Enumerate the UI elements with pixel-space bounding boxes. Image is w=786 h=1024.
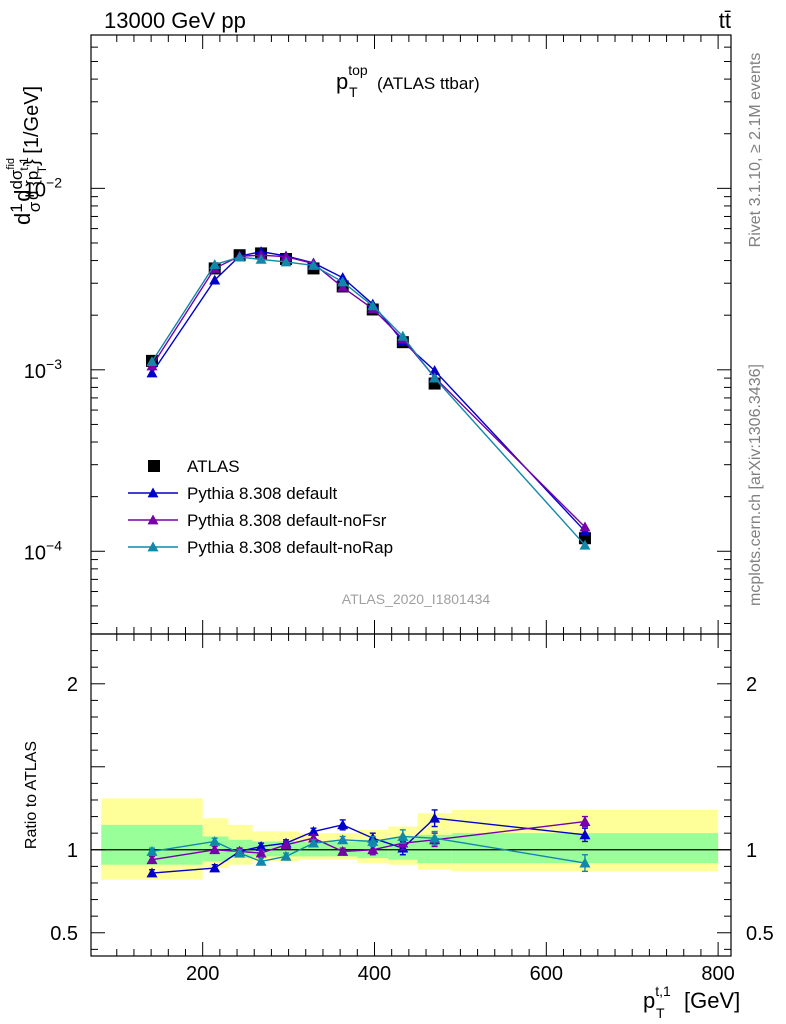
ratio-point-pythia-8-308-default-norap-7 <box>367 835 379 846</box>
ratio-point-pythia-8-308-default-10 <box>579 829 591 840</box>
main-y-tick-label-2: 10−4 <box>24 537 62 564</box>
ratio-uncertainty-bands <box>91 798 731 880</box>
legend: ATLAS Pythia 8.308 default Pythia 8.308 de… <box>128 457 393 557</box>
ratio-point-pythia-8-308-default-norap-8 <box>397 830 409 841</box>
x-tick-label-600: 600 <box>530 963 563 985</box>
main-title-rest: (ATLAS ttbar) <box>377 74 480 93</box>
x-tick-label-800: 800 <box>701 963 734 985</box>
ratio-point-pythia-8-308-default-nofsr-1 <box>209 844 221 855</box>
axes: 200 400 600 800 10−2 10−3 10−4 2 2 1 1 0.5 0.5 <box>24 34 774 985</box>
main-point-pythia-8-308-default-9 <box>429 365 441 376</box>
main-y-tick-label-1: 10−3 <box>24 356 62 383</box>
main-title: ptop T (ATLAS ttbar) <box>336 62 480 100</box>
legend-label-3: Pythia 8.308 default-noRap <box>187 538 393 557</box>
ratio-y-tick-label-right-1: 1 <box>746 840 757 862</box>
ratio-y-tick-label-right-2: 0.5 <box>746 923 774 945</box>
ratio-point-pythia-8-308-default-9 <box>429 812 441 823</box>
main-y-label: d1σddσfidd {pt,1 T} [1/GeV] <box>5 86 49 225</box>
main-point-pythia-8-308-default-norap-6 <box>337 276 349 287</box>
ratio-point-pythia-8-308-default-1 <box>209 862 221 873</box>
legend-marker-2 <box>147 514 159 525</box>
main-point-pythia-8-308-default-nofsr-6 <box>337 281 349 292</box>
main-point-pythia-8-308-default-nofsr-10 <box>579 521 591 532</box>
legend-marker-1 <box>147 487 159 498</box>
main-point-pythia-8-308-default-norap-10 <box>579 539 591 550</box>
ratio-point-pythia-8-308-default-norap-5 <box>307 837 319 848</box>
ratio-point-pythia-8-308-default-0 <box>146 867 158 878</box>
x-tick-label-200: 200 <box>186 963 219 985</box>
energy-label: 13000 GeV pp <box>104 8 246 33</box>
ratio-point-pythia-8-308-default-nofsr-4 <box>280 839 292 850</box>
main-point-pythia-8-308-default-0 <box>146 367 158 378</box>
x-tick-label-400: 400 <box>358 963 391 985</box>
legend-label-2: Pythia 8.308 default-noFsr <box>187 511 387 530</box>
ratio-point-pythia-8-308-default-nofsr-6 <box>337 845 349 856</box>
ratio-y-tick-label-left-0: 2 <box>67 674 78 696</box>
ratio-point-pythia-8-308-default-nofsr-10 <box>579 816 591 826</box>
ratio-point-pythia-8-308-default-norap-1 <box>209 835 221 846</box>
ratio-point-pythia-8-308-default-norap-0 <box>146 845 158 856</box>
main-title-sup: top <box>348 62 368 78</box>
ratio-panel-series <box>146 809 591 878</box>
ratio-point-pythia-8-308-default-norap-2 <box>234 847 246 858</box>
main-point-pythia-8-308-default-norap-4 <box>280 256 292 267</box>
ratio-point-pythia-8-308-default-6 <box>337 819 349 830</box>
ratio-y-tick-label-left-2: 0.5 <box>50 923 78 945</box>
main-point-pythia-8-308-default-1 <box>209 274 221 285</box>
ratio-band-inner-5 <box>298 841 329 857</box>
analysis-watermark: ATLAS_2020_I1801434 <box>342 591 491 607</box>
ratio-point-pythia-8-308-default-nofsr-7 <box>367 844 379 855</box>
ratio-point-pythia-8-308-default-3 <box>255 840 267 851</box>
main-point-pythia-8-308-default-norap-8 <box>397 330 409 341</box>
legend-label-0: ATLAS <box>187 457 240 476</box>
main-point-pythia-8-308-default-norap-9 <box>429 372 441 383</box>
ratio-y-label: Ratio to ATLAS <box>23 741 40 849</box>
main-point-pythia-8-308-default-norap-5 <box>307 259 319 270</box>
ratio-y-tick-label-right-0: 2 <box>746 674 757 696</box>
ratio-point-pythia-8-308-default-norap-4 <box>280 850 292 861</box>
ratio-point-pythia-8-308-default-nofsr-3 <box>255 847 267 858</box>
main-y-tick-label-0: 10−2 <box>24 174 62 201</box>
ratio-point-pythia-8-308-default-norap-9 <box>429 832 441 843</box>
legend-marker-atlas <box>148 460 160 472</box>
x-axis-label: pt,1 T [GeV] <box>643 983 740 1021</box>
main-point-pythia-8-308-default-norap-2 <box>234 251 246 262</box>
mcplots-label: mcplots.cern.ch [arXiv:1306.3436] <box>747 364 764 606</box>
main-point-pythia-8-308-default-norap-7 <box>367 300 379 311</box>
ratio-point-pythia-8-308-default-5 <box>307 826 319 836</box>
process-label: tt̄ <box>719 8 731 33</box>
legend-label-1: Pythia 8.308 default <box>187 484 338 503</box>
main-panel-series <box>145 246 591 550</box>
main-point-pythia-8-308-default-norap-1 <box>209 259 221 270</box>
legend-marker-3 <box>147 541 159 552</box>
main-title-base: p <box>336 69 348 94</box>
main-title-sub: T <box>349 84 358 100</box>
main-point-pythia-8-308-default-norap-0 <box>146 356 158 366</box>
main-point-pythia-8-308-default-norap-3 <box>255 253 267 264</box>
ratio-point-pythia-8-308-default-norap-3 <box>255 855 267 866</box>
svg-text:d1σddσfidd {pt,1T} [1/GeV]: d1σddσfidd {pt,1 T} [1/GeV] <box>5 86 49 225</box>
rivet-label: Rivet 3.1.10, ≥ 2.1M events <box>747 53 764 248</box>
ratio-y-tick-label-left-1: 1 <box>67 840 78 862</box>
ratio-point-pythia-8-308-default-norap-10 <box>579 857 591 868</box>
main-point-pythia-8-308-default-nofsr-4 <box>280 251 292 262</box>
ratio-frame <box>90 633 732 957</box>
ratio-point-pythia-8-308-default-norap-6 <box>337 834 349 845</box>
ratio-point-pythia-8-308-default-nofsr-0 <box>146 854 158 865</box>
